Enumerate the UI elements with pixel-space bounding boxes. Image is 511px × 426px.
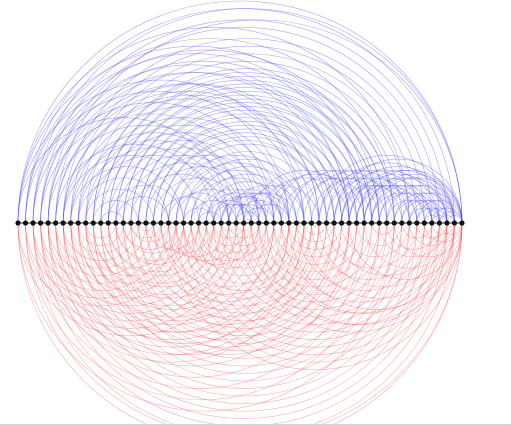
node-55 bbox=[429, 220, 434, 225]
node-28 bbox=[226, 220, 231, 225]
node-39 bbox=[309, 220, 314, 225]
node-11 bbox=[98, 220, 103, 225]
node-44 bbox=[347, 220, 352, 225]
node-47 bbox=[369, 220, 374, 225]
node-31 bbox=[249, 220, 254, 225]
lower-arc-group bbox=[18, 223, 462, 424]
node-54 bbox=[422, 220, 427, 225]
node-2 bbox=[30, 220, 35, 225]
node-10 bbox=[91, 220, 96, 225]
node-56 bbox=[437, 220, 442, 225]
node-33 bbox=[264, 220, 269, 225]
node-45 bbox=[354, 220, 359, 225]
node-38 bbox=[301, 220, 306, 225]
node-4 bbox=[46, 220, 51, 225]
node-15 bbox=[128, 220, 133, 225]
node-22 bbox=[181, 220, 186, 225]
node-58 bbox=[452, 220, 457, 225]
node-49 bbox=[384, 220, 389, 225]
upper-arc-group bbox=[18, 1, 462, 223]
node-21 bbox=[173, 220, 178, 225]
node-46 bbox=[362, 220, 367, 225]
upper-arc-88 bbox=[334, 159, 462, 223]
node-5 bbox=[53, 220, 58, 225]
lower-arc-86 bbox=[169, 223, 462, 370]
node-42 bbox=[331, 220, 336, 225]
node-48 bbox=[377, 220, 382, 225]
node-3 bbox=[38, 220, 43, 225]
node-26 bbox=[211, 220, 216, 225]
node-50 bbox=[392, 220, 397, 225]
node-6 bbox=[61, 220, 66, 225]
lower-arc-7 bbox=[33, 223, 364, 389]
node-57 bbox=[444, 220, 449, 225]
node-20 bbox=[166, 220, 171, 225]
node-32 bbox=[256, 220, 261, 225]
node-23 bbox=[188, 220, 193, 225]
node-41 bbox=[324, 220, 329, 225]
node-19 bbox=[158, 220, 163, 225]
lower-arc-84 bbox=[439, 223, 462, 234]
upper-arc-40 bbox=[101, 212, 124, 223]
node-16 bbox=[136, 220, 141, 225]
node-29 bbox=[234, 220, 239, 225]
node-18 bbox=[151, 220, 156, 225]
node-53 bbox=[414, 220, 419, 225]
lower-arc-104 bbox=[304, 223, 327, 234]
node-40 bbox=[316, 220, 321, 225]
node-43 bbox=[339, 220, 344, 225]
node-1 bbox=[23, 220, 28, 225]
node-25 bbox=[204, 220, 209, 225]
node-24 bbox=[196, 220, 201, 225]
node-7 bbox=[68, 220, 73, 225]
node-12 bbox=[106, 220, 111, 225]
node-59 bbox=[459, 220, 464, 225]
node-27 bbox=[219, 220, 224, 225]
lower-arc-75 bbox=[372, 223, 395, 234]
node-34 bbox=[271, 220, 276, 225]
node-51 bbox=[399, 220, 404, 225]
node-14 bbox=[121, 220, 126, 225]
node-35 bbox=[279, 220, 284, 225]
node-0 bbox=[15, 220, 20, 225]
node-9 bbox=[83, 220, 88, 225]
node-17 bbox=[143, 220, 148, 225]
lower-arc-98 bbox=[259, 223, 372, 279]
lower-arc-101 bbox=[281, 223, 349, 257]
node-36 bbox=[286, 220, 291, 225]
lower-arc-136 bbox=[33, 223, 311, 362]
node-30 bbox=[241, 220, 246, 225]
upper-arc-30 bbox=[63, 155, 198, 223]
node-13 bbox=[113, 220, 118, 225]
node-52 bbox=[407, 220, 412, 225]
node-8 bbox=[76, 220, 81, 225]
node-37 bbox=[294, 220, 299, 225]
